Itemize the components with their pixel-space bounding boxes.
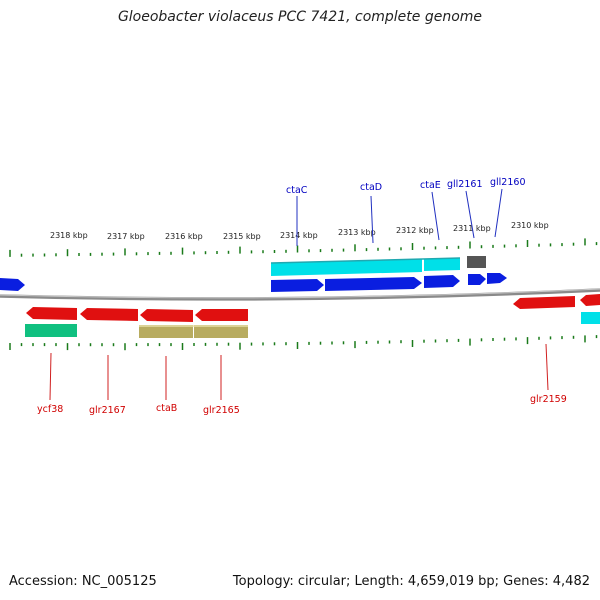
feature-olive-track: [139, 325, 193, 338]
feature-cyan-track: [271, 259, 422, 276]
gene-label-glr2159[interactable]: glr2159: [530, 394, 567, 405]
forward-leader-lines: [296, 188, 503, 246]
gene-ctaC[interactable]: [271, 279, 324, 292]
gene-right-edge[interactable]: [580, 294, 600, 306]
gene-label-glr2167[interactable]: glr2167: [89, 405, 126, 416]
feature-olive-track: [194, 325, 248, 338]
gene-ycf38[interactable]: [26, 307, 77, 320]
gene-left-edge[interactable]: [0, 278, 25, 291]
gene-gll2161[interactable]: [468, 274, 486, 285]
feature-green-track: [25, 324, 77, 337]
scale-label: 2316 kbp: [165, 232, 203, 241]
gene-gray[interactable]: [467, 256, 486, 268]
gene-ctaB[interactable]: [140, 309, 193, 322]
map-title: Gloeobacter violaceus PCC 7421, complete…: [117, 9, 483, 25]
gene-label-ycf38[interactable]: ycf38: [37, 404, 63, 415]
scale-ticks-bottom: [9, 335, 598, 351]
reverse-leader-lines: [49, 343, 549, 401]
gene-ctaE[interactable]: [424, 275, 460, 288]
scale-label: 2317 kbp: [107, 232, 145, 241]
genome-summary: Topology: circular; Length: 4,659,019 bp…: [232, 574, 590, 589]
scale-label: 2315 kbp: [223, 232, 261, 241]
gene-label-ctaE[interactable]: ctaE: [420, 180, 441, 191]
gene-glr2159[interactable]: [513, 296, 575, 309]
gene-ctaD[interactable]: [325, 277, 422, 291]
feature-cyan-highlight: [270, 257, 461, 264]
gene-glr2165[interactable]: [195, 309, 248, 321]
scale-label: 2313 kbp: [338, 228, 376, 237]
genome-backbone: [0, 288, 600, 301]
feature-cyan-track: [424, 258, 460, 271]
gene-gll2160[interactable]: [487, 273, 507, 284]
accession-label: Accession: NC_005125: [9, 574, 157, 589]
scale-ticks-top: [9, 238, 598, 257]
gene-label-ctaB[interactable]: ctaB: [156, 403, 177, 414]
feature-cyan-track: [581, 312, 600, 324]
genome-backbone-highlight: [0, 288, 600, 299]
scale-label: 2314 kbp: [280, 231, 318, 240]
scale-label: 2312 kbp: [396, 226, 434, 235]
scale-label: 2318 kbp: [50, 231, 88, 240]
gene-glr2167[interactable]: [80, 308, 138, 321]
gene-label-ctaC[interactable]: ctaC: [286, 185, 308, 196]
scale-label: 2310 kbp: [511, 221, 549, 230]
scale-label: 2311 kbp: [453, 224, 491, 233]
gene-label-gll2160[interactable]: gll2160: [490, 177, 526, 188]
gene-label-ctaD[interactable]: ctaD: [360, 182, 382, 193]
gene-label-glr2165[interactable]: glr2165: [203, 405, 240, 416]
gene-label-gll2161[interactable]: gll2161: [447, 179, 483, 190]
